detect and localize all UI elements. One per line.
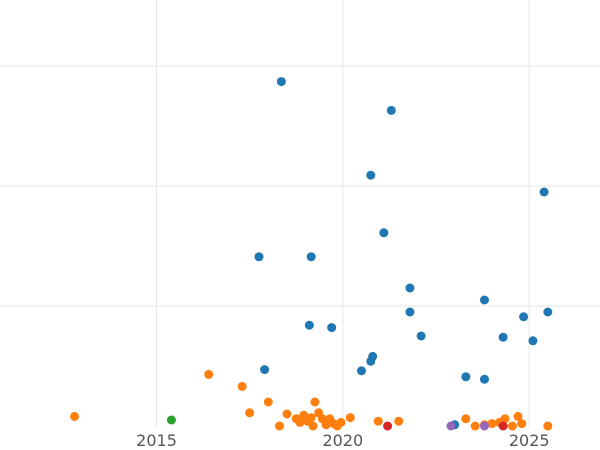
data-point-series-1	[310, 397, 320, 407]
data-point-series-1	[245, 408, 255, 418]
data-point-series-1	[345, 413, 355, 423]
data-point-series-1	[204, 369, 214, 379]
data-point-series-0	[416, 331, 426, 341]
data-point-series-0	[366, 356, 376, 366]
data-point-series-1	[470, 421, 480, 431]
data-point-series-0	[304, 320, 314, 330]
data-point-series-0	[254, 252, 264, 262]
data-point-series-1	[543, 421, 553, 431]
data-point-series-4	[446, 421, 456, 431]
data-point-series-0	[519, 312, 529, 322]
data-point-series-1	[517, 419, 527, 429]
data-point-series-0	[479, 374, 489, 384]
data-point-series-0	[366, 170, 376, 180]
data-point-series-0	[405, 283, 415, 293]
data-point-series-1	[487, 419, 497, 429]
data-point-series-0	[543, 307, 553, 317]
data-point-series-0	[356, 366, 366, 376]
data-point-series-2	[166, 415, 176, 425]
data-point-series-1	[394, 416, 404, 426]
x-tick-label: 2025	[509, 431, 550, 450]
data-point-series-0	[260, 365, 270, 375]
data-point-series-1	[513, 411, 523, 421]
data-point-series-0	[327, 323, 337, 333]
grid-lines	[0, 0, 600, 426]
data-point-series-1	[507, 421, 517, 431]
data-point-series-1	[373, 416, 383, 426]
data-point-series-1	[263, 397, 273, 407]
data-point-series-0	[461, 372, 471, 382]
data-point-series-0	[379, 228, 389, 238]
data-point-series-0	[479, 295, 489, 305]
data-point-series-0	[498, 332, 508, 342]
data-point-series-1	[336, 417, 346, 427]
data-point-series-1	[308, 421, 318, 431]
data-point-series-0	[386, 105, 396, 115]
data-point-series-4	[479, 421, 489, 431]
data-point-series-3	[498, 421, 508, 431]
data-point-series-1	[237, 381, 247, 391]
data-point-series-0	[306, 252, 316, 262]
x-tick-label: 2015	[136, 431, 177, 450]
data-points	[70, 77, 553, 431]
data-point-series-0	[276, 77, 286, 87]
data-point-series-0	[539, 187, 549, 197]
data-point-series-3	[383, 421, 393, 431]
x-tick-label: 2020	[322, 431, 363, 450]
data-point-series-1	[500, 414, 510, 424]
data-point-series-1	[295, 417, 305, 427]
x-axis-ticks: 2015 2020 2025	[136, 431, 549, 450]
data-point-series-0	[405, 307, 415, 317]
data-point-series-1	[461, 414, 471, 424]
data-point-series-1	[282, 409, 292, 419]
data-point-series-1	[306, 413, 316, 423]
data-point-series-1	[70, 411, 80, 421]
data-point-series-0	[528, 336, 538, 346]
data-point-series-1	[275, 421, 285, 431]
